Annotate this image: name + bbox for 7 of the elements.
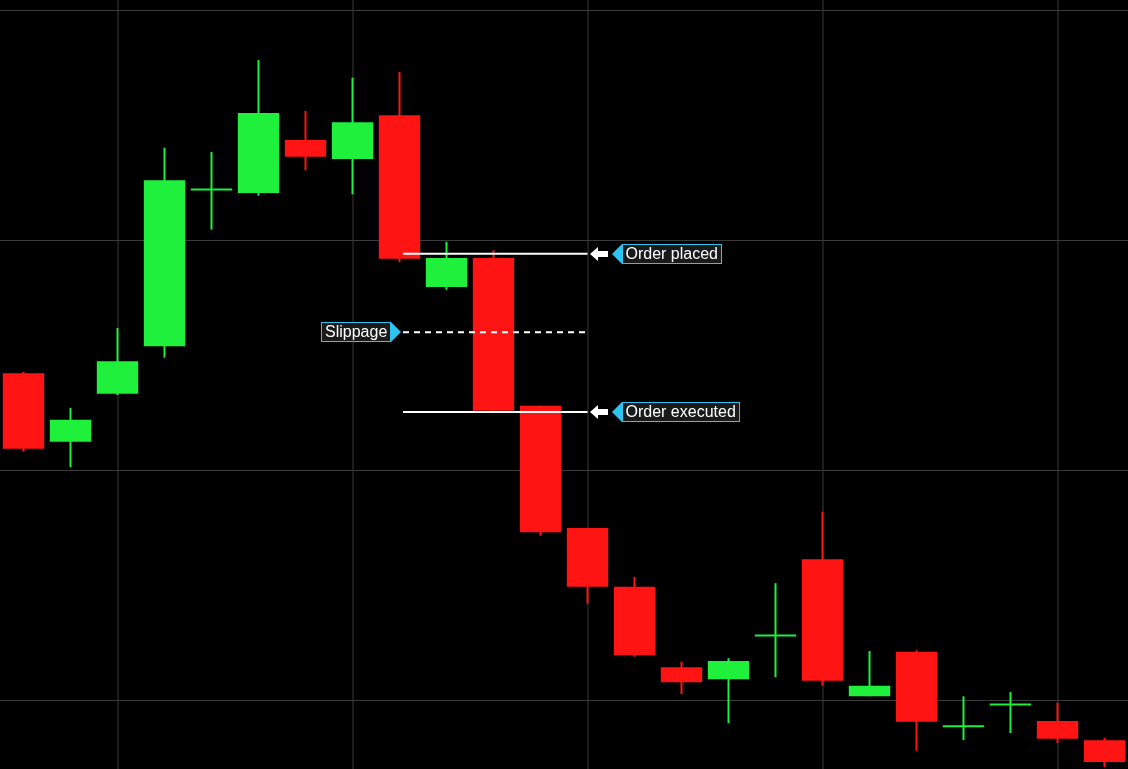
ref-line-label: Order placed: [621, 243, 722, 264]
ref-line-label: Order executed: [621, 402, 740, 423]
candlestick: [989, 691, 1032, 735]
candlestick: [754, 582, 797, 679]
candlestick: [190, 150, 233, 231]
ref-line-label: Slippage: [321, 322, 392, 343]
candlestick: [942, 695, 985, 742]
